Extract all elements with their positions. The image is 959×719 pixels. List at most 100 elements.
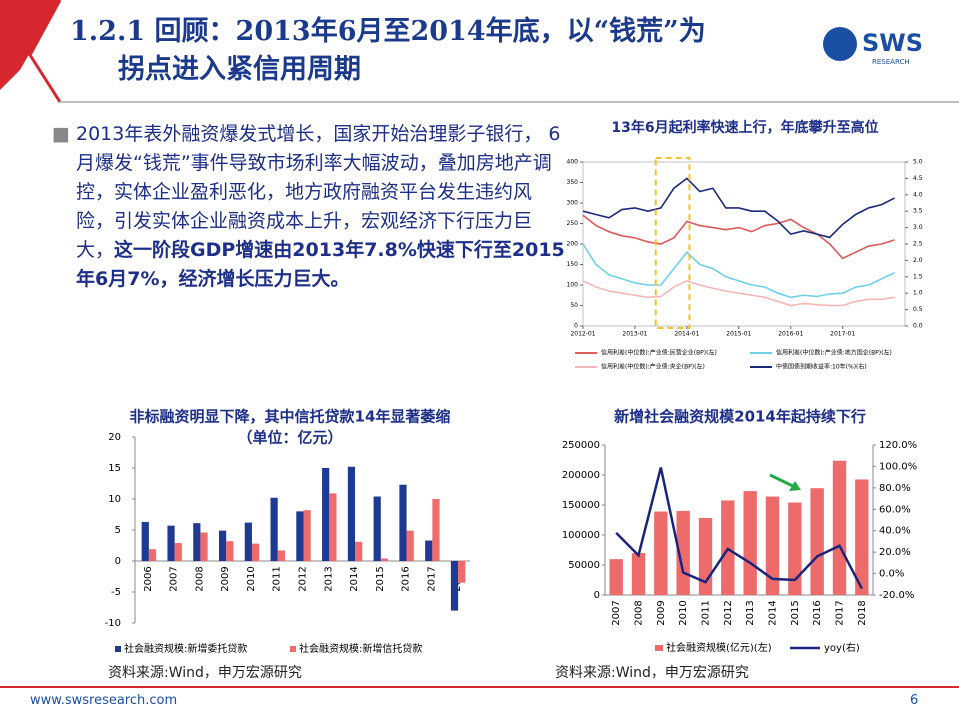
x-tick-label: 2014	[349, 566, 360, 591]
header-decor: SWS RESEARCH	[0, 0, 959, 103]
chart-title: 新增社会融资规模2014年起持续下行	[614, 408, 866, 426]
bar	[631, 553, 646, 595]
bar	[399, 484, 407, 561]
chart-subtitle: （单位：亿元）	[237, 429, 342, 447]
bar	[609, 559, 623, 595]
x-tick-label: 2012-01	[570, 331, 595, 338]
x-tick-label: 2010	[246, 566, 257, 591]
bar	[277, 550, 285, 561]
x-tick-label: 2006	[143, 566, 154, 591]
source: 资料来源:Wind，申万宏源研究	[108, 665, 302, 681]
bar	[458, 561, 466, 583]
bar	[148, 549, 157, 561]
chart: 13年6月起利率快速上行，年底攀升至高位 0 50 100 150 200 250 300 35…	[567, 119, 923, 371]
bar	[810, 488, 824, 595]
y2-tick-label: 5.0	[913, 159, 923, 166]
y-tick-label: 0	[115, 556, 121, 567]
y-tick-label: 250000	[562, 440, 600, 451]
y-tick-label: 300	[567, 200, 579, 207]
y-tick-label: 250	[567, 220, 579, 227]
legend-label: yoy(右)	[824, 641, 860, 654]
y2-tick-label: 60.0%	[879, 504, 911, 515]
x-tick-label: 2018	[857, 600, 868, 625]
bar	[141, 521, 149, 561]
line	[582, 177, 895, 239]
logo-sub: RESEARCH	[872, 58, 910, 66]
x-tick-label: 2012	[298, 566, 309, 591]
y-tick-label: 150000	[562, 500, 600, 511]
x-tick-label: 2016	[812, 600, 823, 625]
x-tick-label: 2015	[790, 600, 801, 625]
bullet: ■ 2013年表外融资爆发式增长，国家开始治理影子银行， 6月爆发“钱荒”事件导…	[52, 120, 568, 294]
y2-tick-label: 120.0%	[879, 440, 917, 451]
x-tick-label: 2017	[426, 566, 437, 591]
bar	[218, 530, 227, 561]
bar	[765, 496, 780, 595]
y2-tick-label: 2.5	[913, 241, 923, 248]
bar	[373, 496, 381, 561]
bar	[303, 510, 311, 561]
x-tick-label: 2011	[701, 600, 712, 625]
bar	[322, 468, 330, 561]
x-tick-label: 2016-01	[778, 331, 803, 338]
y-tick-label: 5	[115, 525, 121, 536]
y-tick-label: 0	[574, 323, 578, 330]
title-line: 拐点进入紧信用周期	[118, 54, 361, 85]
y-tick-label: 20	[108, 432, 121, 443]
line	[582, 214, 895, 260]
y-tick-label: 350	[567, 179, 579, 186]
legend-swatch	[115, 646, 121, 652]
x-tick-label: 2011	[272, 566, 283, 591]
bar	[347, 466, 356, 561]
bar	[174, 543, 182, 561]
highlight-box	[654, 157, 691, 329]
x-tick-label: 2008	[194, 566, 205, 591]
arrow-head	[789, 481, 801, 491]
chart: 新增社会融资规模2014年起持续下行 0 50000 100000 150000 2000…	[562, 408, 917, 655]
y2-tick-label: 100.0%	[879, 461, 917, 472]
page-number: 6	[910, 693, 919, 708]
y-tick-label: 200000	[562, 470, 600, 481]
x-tick-label: 2017	[835, 600, 846, 625]
x-tick-label: 2015	[375, 566, 386, 591]
x-tick-label: 2007	[169, 566, 180, 591]
legend-label: 社会融资规模:新增信托贷款	[299, 642, 422, 655]
chart: 非标融资明显下降，其中信托贷款14年显著萎缩 （单位：亿元） -10 -5 0 5 10 15…	[105, 408, 470, 655]
bar	[251, 543, 260, 561]
bar	[432, 499, 440, 561]
y2-tick-label: 1.5	[913, 273, 923, 280]
x-tick-label: 2008	[634, 600, 645, 625]
logo: SWS	[862, 29, 923, 57]
bar	[406, 530, 414, 561]
arrow	[769, 473, 796, 489]
bar	[200, 532, 208, 561]
legend-label: 社会融资规模:新增委托贷款	[124, 642, 247, 655]
legend-label: 社会融资规模(亿元)(左)	[666, 641, 772, 654]
bar	[193, 523, 201, 561]
y2-tick-label: 40.0%	[879, 526, 911, 537]
y-tick-label: 200	[567, 241, 579, 248]
y-tick-label: 100	[567, 282, 579, 289]
y2-tick-label: 0.0	[913, 323, 923, 330]
x-tick-label: 2013-01	[622, 331, 647, 338]
x-tick-label: 2014-01	[674, 331, 699, 338]
x-tick-label: 2012	[723, 600, 734, 625]
legend-swatch	[290, 646, 296, 652]
y2-tick-label: 1.0	[913, 290, 923, 297]
y-tick-label: 150	[567, 261, 579, 268]
bullet-text: 2013年表外融资爆发式增长，国家开始治理影子银行， 6月爆发“钱荒”事件导致市…	[76, 123, 561, 261]
y2-tick-label: 0.0%	[879, 569, 904, 580]
x-tick-label: 2017-01	[830, 331, 855, 338]
x-tick-label: 2009	[220, 566, 231, 591]
line	[582, 280, 895, 307]
y2-tick-label: 4.0	[913, 191, 923, 198]
y-tick-label: 10	[108, 494, 121, 505]
bar	[270, 497, 278, 561]
bar	[355, 541, 363, 561]
y-tick-label: 100000	[562, 530, 600, 541]
bar	[329, 493, 337, 561]
footer-url: www.swsresearch.com	[30, 693, 178, 708]
chart-title: 非标融资明显下降，其中信托贷款14年显著萎缩	[130, 408, 451, 426]
y-tick-label: 400	[567, 159, 579, 166]
x-tick-label: 2010	[678, 600, 689, 625]
